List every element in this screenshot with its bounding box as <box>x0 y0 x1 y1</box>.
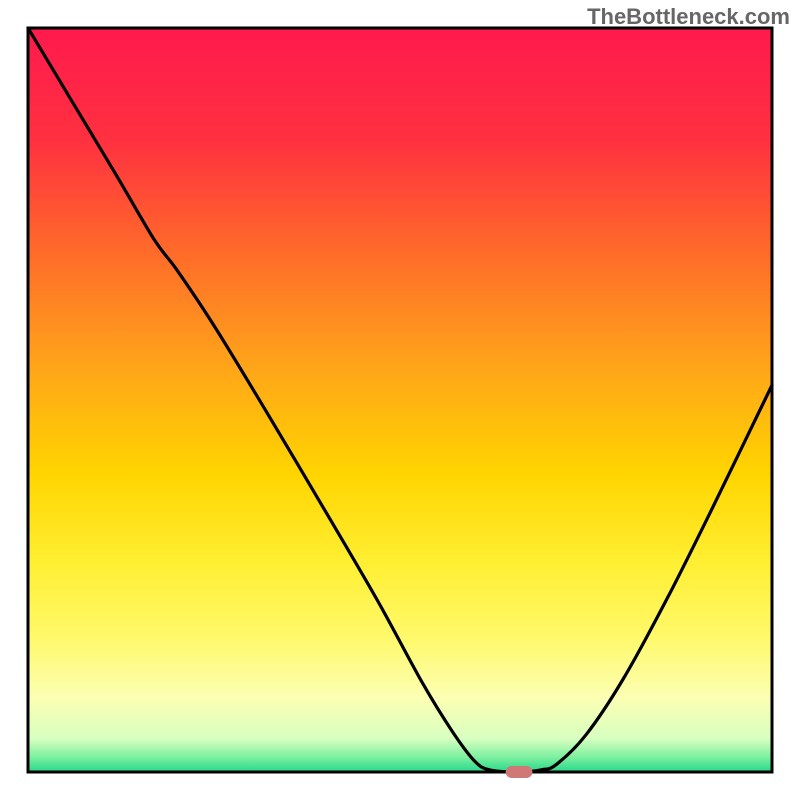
chart-container: TheBottleneck.com <box>0 0 800 800</box>
watermark-text: TheBottleneck.com <box>587 4 790 30</box>
bottleneck-chart <box>0 0 800 800</box>
plot-background <box>28 28 772 772</box>
optimum-marker <box>506 766 533 778</box>
